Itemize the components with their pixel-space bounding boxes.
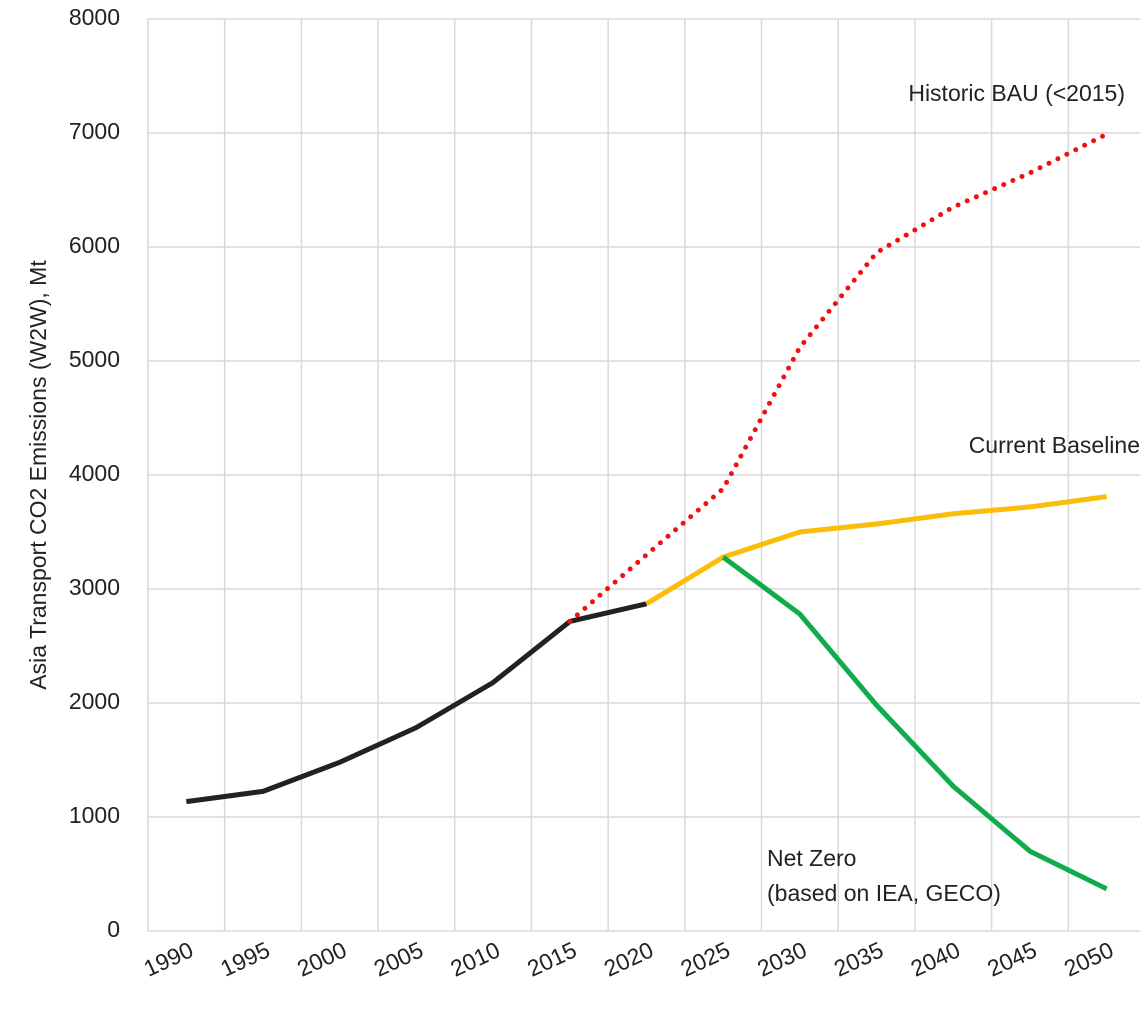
series-label: Current Baseline xyxy=(969,432,1140,458)
series-label: Net Zero xyxy=(767,845,856,871)
x-tick-label: 2035 xyxy=(830,936,887,981)
y-tick-label: 5000 xyxy=(69,346,120,372)
y-tick-label: 3000 xyxy=(69,574,120,600)
annotation: (based on IEA, GECO) xyxy=(767,880,1001,906)
series-label: Historic BAU (<2015) xyxy=(908,80,1125,106)
y-tick-label: 7000 xyxy=(69,118,120,144)
x-tick-label: 2030 xyxy=(753,936,810,981)
x-tick-label: 1990 xyxy=(140,936,197,981)
y-tick-label: 1000 xyxy=(69,802,120,828)
y-tick-label: 0 xyxy=(107,916,120,942)
x-tick-label: 2045 xyxy=(983,936,1040,981)
series-line xyxy=(721,555,1108,892)
x-tick-label: 2010 xyxy=(446,936,503,981)
y-axis-label: Asia Transport CO2 Emissions (W2W), Mt xyxy=(25,260,51,690)
x-tick-label: 2020 xyxy=(600,936,657,981)
y-tick-label: 8000 xyxy=(69,4,120,30)
x-tick-label: 2025 xyxy=(677,936,734,981)
x-tick-label: 2040 xyxy=(907,936,964,981)
x-tick-label: 2000 xyxy=(293,936,350,981)
series-line xyxy=(645,494,1107,606)
x-tick-label: 2005 xyxy=(370,936,427,981)
y-tick-label: 6000 xyxy=(69,232,120,258)
x-tick-label: 2015 xyxy=(523,936,580,981)
series-line xyxy=(567,131,1110,624)
x-tick-label: 1995 xyxy=(216,936,273,981)
y-tick-label: 2000 xyxy=(69,688,120,714)
y-tick-label: 4000 xyxy=(69,460,120,486)
x-tick-label: 2050 xyxy=(1060,936,1117,981)
